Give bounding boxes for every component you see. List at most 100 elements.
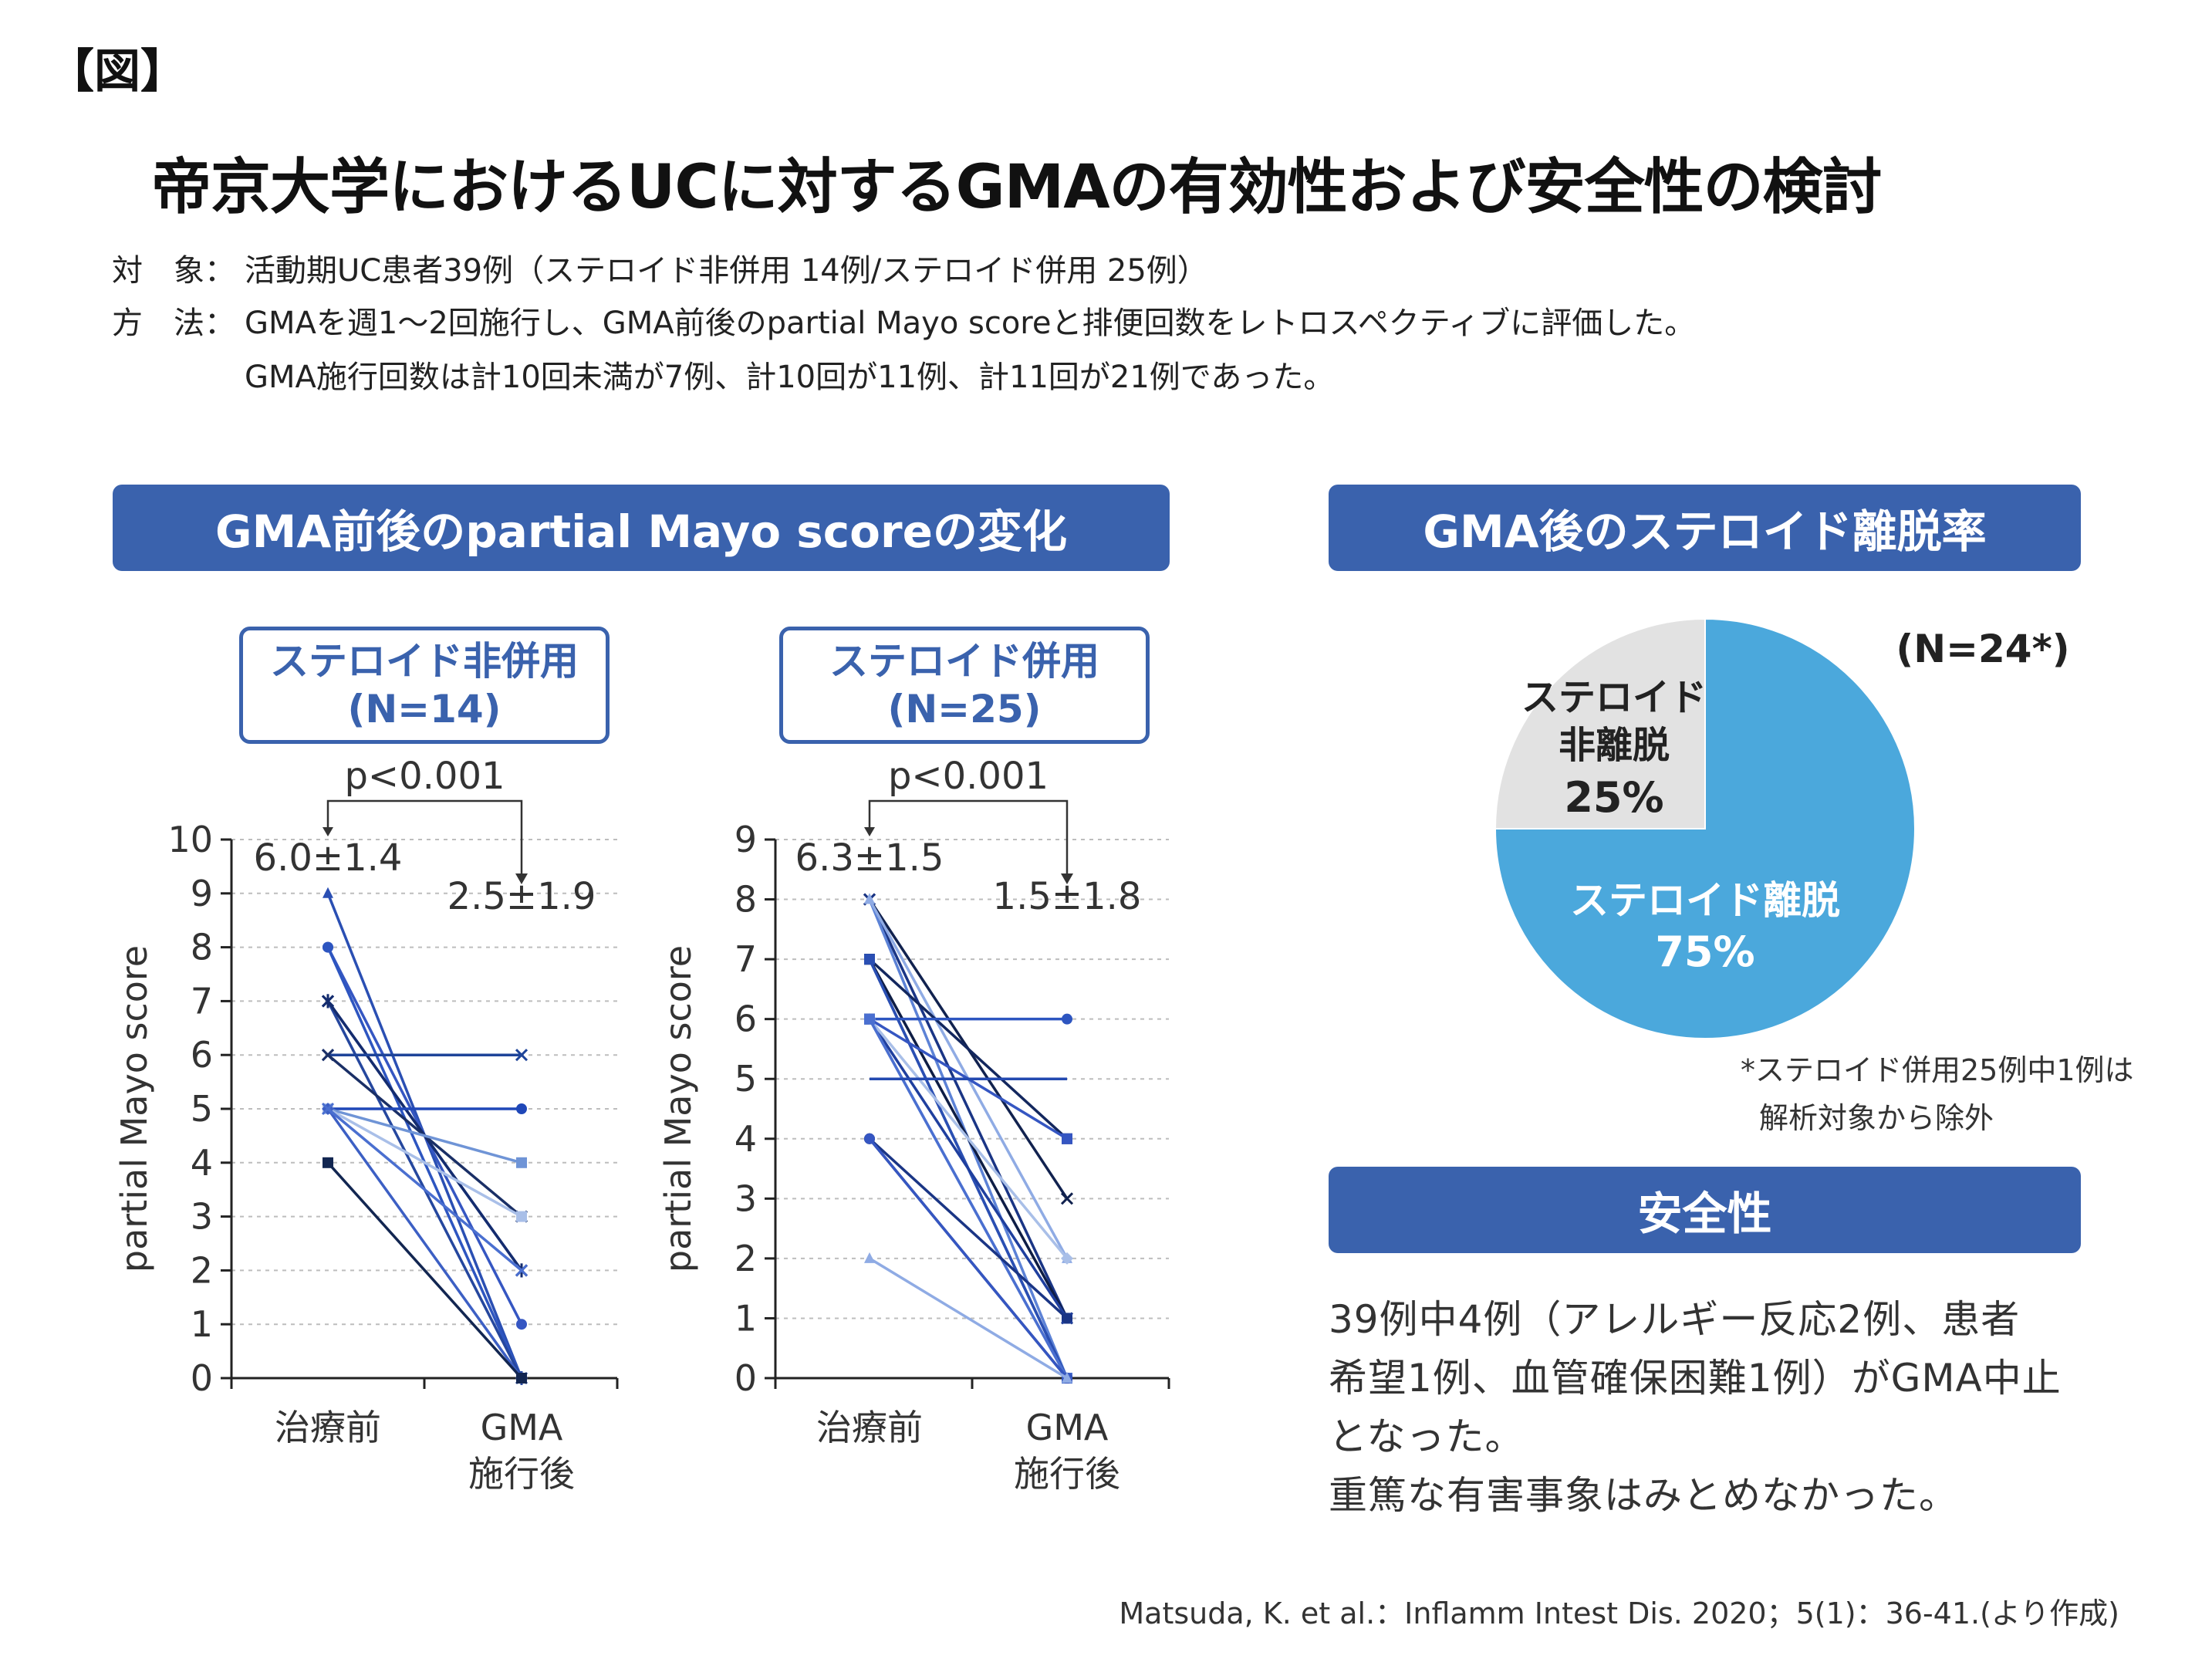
safety-line-1: 39例中4例（アレルギー反応2例、患者 [1329, 1297, 2021, 1342]
group-n: (N=14) [347, 687, 501, 732]
data-point [864, 1013, 875, 1025]
safety-banner: 安全性 [1329, 1167, 2081, 1253]
mean-before-label: 6.3±1.5 [795, 836, 944, 880]
x-category-label: 治療前 [275, 1407, 381, 1448]
subject-label: 対 象： [112, 253, 235, 289]
x-category-label: GMA [481, 1407, 563, 1448]
footnote-line-2: 解析対象から除外 [1759, 1101, 1994, 1135]
x-category-label: 治療前 [816, 1407, 923, 1448]
safety-line-2: 希望1例、血管確保困難1例）がGMA中止 [1329, 1356, 2062, 1401]
y-tick-label: 10 [167, 819, 213, 860]
pie-slice [1494, 617, 1706, 830]
series-line [868, 1018, 1069, 1319]
y-axis-label: partial Mayo score [113, 945, 155, 1272]
y-tick-label: 6 [735, 998, 757, 1040]
y-tick-label: 3 [191, 1196, 213, 1238]
data-point [864, 893, 875, 904]
series-line [868, 898, 1069, 1319]
y-tick-label: 3 [735, 1178, 757, 1219]
y-tick-label: 4 [735, 1118, 757, 1160]
group-n: (N=25) [887, 687, 1042, 732]
series-line [868, 958, 1069, 1140]
data-point [323, 941, 333, 953]
series-line [868, 1018, 1069, 1260]
pie-label: ステロイド離脱 [1570, 878, 1840, 923]
bracket-arrow [323, 827, 333, 836]
line-chart-non-steroid: 0 1 2 3 4 5 6 7 8 9 10 partial Mayo score 治療前 GMA 施行後 6… [113, 755, 619, 1495]
group-label: ステロイド非併用 [270, 638, 579, 684]
data-point [1062, 1133, 1072, 1144]
pie-percent-label: 75% [1655, 927, 1754, 976]
y-tick-label: 5 [735, 1058, 757, 1100]
pie-slice [1494, 617, 1916, 1039]
data-point [1060, 1192, 1074, 1205]
significance-bracket [326, 799, 523, 878]
citation: Matsuda, K. et al.：Inflamm Intest Dis. 2… [1119, 1596, 2119, 1630]
footnote-line-1: *ステロイド併用25例中1例は [1741, 1053, 2134, 1087]
score-change-banner: GMA前後のpartial Mayo scoreの変化 [113, 485, 1170, 571]
figure-tag: 【図】 [48, 45, 187, 99]
series-line [868, 1137, 1069, 1380]
significance-bracket [868, 799, 1069, 878]
line-chart-steroid: 0 1 2 3 4 5 6 7 8 9 partial Mayo score 治療前 GMA 施行後 6.3… [657, 755, 1170, 1495]
pie-label: ステロイド [1521, 676, 1707, 719]
pie-percent-label: 25% [1564, 773, 1663, 822]
x-category-sublabel: 施行後 [1014, 1453, 1120, 1495]
method-line-2: GMA施行回数は計10回未満が7例、計10回が11例、計11回が21例であった。 [112, 352, 1334, 397]
method-text-1: GMAを週1〜2回施行し、GMA前後のpartial Mayo scoreと排便… [245, 306, 1696, 341]
data-point [515, 1049, 529, 1062]
series-line [326, 1107, 523, 1380]
method-line: 方 法： GMAを週1〜2回施行し、GMA前後のpartial Mayo scor… [112, 298, 1695, 343]
data-point [321, 1049, 335, 1062]
data-point [516, 1319, 527, 1330]
data-point [321, 1102, 335, 1116]
data-point [864, 1133, 875, 1144]
safety-line-3: となった。 [1329, 1414, 1525, 1459]
p-value-label: p<0.001 [888, 755, 1049, 798]
group-box-steroid: ステロイド併用 (N=25) [779, 627, 1150, 744]
data-point [1062, 1313, 1072, 1324]
data-point [323, 1157, 333, 1168]
y-tick-label: 0 [735, 1357, 757, 1399]
y-tick-label: 6 [191, 1034, 213, 1076]
y-tick-label: 9 [191, 873, 213, 914]
y-tick-label: 4 [191, 1142, 213, 1184]
group-box-non-steroid: ステロイド非併用 (N=14) [239, 627, 610, 744]
y-tick-label: 1 [191, 1303, 213, 1345]
series-line [326, 1107, 523, 1272]
x-category-label: GMA [1026, 1407, 1109, 1448]
y-tick-label: 8 [191, 927, 213, 968]
pie-n-label: (N=24*) [1896, 627, 2069, 671]
bracket-arrow [1061, 873, 1073, 884]
series-line [869, 1257, 1068, 1380]
y-tick-label: 7 [191, 980, 213, 1022]
safety-line-4: 重篤な有害事象はみとめなかった。 [1329, 1473, 1958, 1518]
data-point [1061, 1252, 1073, 1265]
data-point [516, 1211, 527, 1222]
steroid-withdrawal-banner: GMA後のステロイド離脱率 [1329, 485, 2081, 571]
data-point [516, 1373, 527, 1384]
series-line [327, 1107, 522, 1218]
bracket-arrow [515, 873, 528, 884]
y-tick-label: 2 [191, 1249, 213, 1291]
y-tick-label: 1 [735, 1297, 757, 1339]
series-line [868, 1018, 1069, 1379]
safety-description: 39例中4例（アレルギー反応2例、患者 希望1例、血管確保困難1例）がGMA中止… [1329, 1290, 2062, 1525]
y-tick-label: 2 [735, 1238, 757, 1279]
y-tick-label: 9 [735, 819, 757, 860]
data-point [1062, 1372, 1072, 1383]
series-line [868, 1137, 1069, 1319]
series-line [327, 1107, 522, 1164]
y-axis-label: partial Mayo score [657, 945, 699, 1272]
x-category-sublabel: 施行後 [468, 1453, 575, 1495]
page-title: 帝京大学におけるUCに対するGMAの有効性および安全性の検討 [151, 153, 1883, 222]
data-point [864, 1252, 875, 1263]
bracket-arrow [864, 827, 875, 836]
data-point [515, 1264, 529, 1277]
data-point [323, 887, 333, 898]
data-point [516, 1103, 527, 1114]
series-line [326, 1161, 523, 1380]
y-tick-label: 7 [735, 938, 757, 980]
